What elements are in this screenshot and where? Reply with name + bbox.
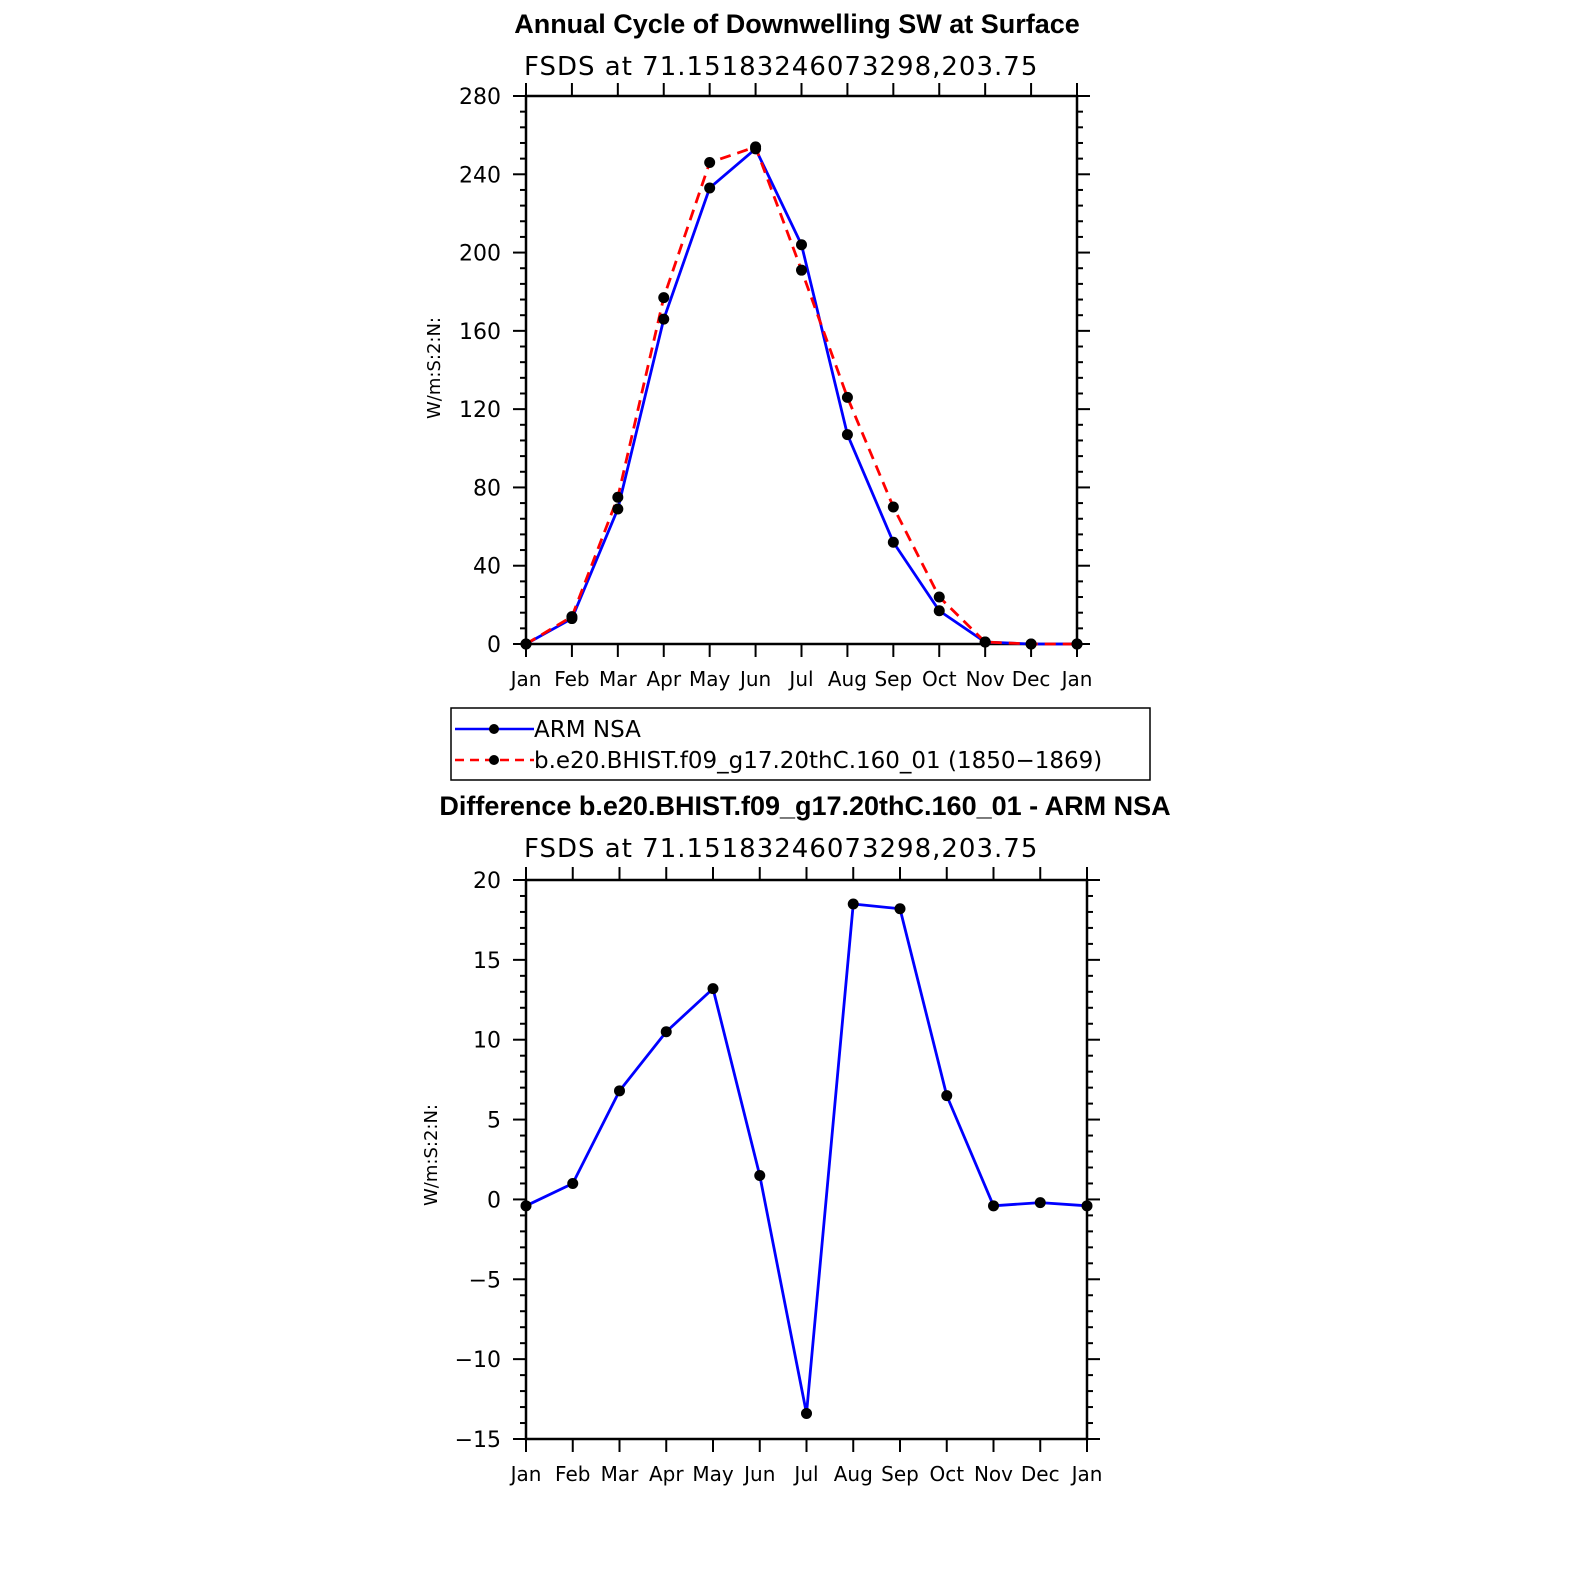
chart1-series-1-point — [1071, 638, 1083, 650]
chart1-plot-frame — [524, 94, 1079, 646]
chart1-series-1-point — [612, 491, 624, 503]
chart2-subtitle: FSDS at 71.15183246073298,203.75 — [524, 834, 1038, 864]
chart1-series-0-point — [796, 239, 807, 251]
chart2-series-0-point — [660, 1026, 672, 1038]
chart1-x-tick-label: Jan — [1060, 667, 1093, 691]
chart1-series-1-point — [658, 292, 670, 304]
chart1-series-0-point — [933, 605, 945, 617]
chart2-title: Difference b.e20.BHIST.f09_g17.20thC.160… — [439, 791, 1170, 821]
chart1-x-tick-label: Feb — [554, 667, 589, 691]
chart1-y-tick-label: 240 — [459, 163, 501, 188]
chart2-y-tick-label: −10 — [455, 1348, 501, 1373]
chart1-subtitle: FSDS at 71.15183246073298,203.75 — [524, 52, 1038, 82]
chart1-x-tick-label: Aug — [828, 667, 867, 691]
chart2-series-0-point — [567, 1177, 579, 1189]
chart2-series-0-point — [1034, 1197, 1046, 1209]
chart1-y-axis-label: W/m:S:2:N: — [424, 317, 445, 419]
chart2-series-0-point — [988, 1200, 999, 1212]
chart2-x-tick-label: May — [692, 1462, 734, 1486]
chart2-series-0-line — [525, 902, 1088, 1415]
chart1-series-1-point — [566, 611, 578, 623]
chart2-x-tick-label: Feb — [555, 1462, 590, 1486]
chart2-series-0-point — [941, 1090, 953, 1102]
chart1-y-tick-label: 120 — [459, 398, 501, 423]
chart1-y-tick-label: 200 — [459, 242, 501, 267]
chart2-y-tick-label: −5 — [469, 1268, 501, 1293]
chart2-y-tick-label: 0 — [487, 1188, 501, 1213]
chart2-x-tick-label: Mar — [601, 1462, 640, 1486]
chart2-x-tick-label: Dec — [1021, 1462, 1060, 1486]
chart1-x-tick-label: Sep — [874, 667, 912, 691]
chart1-series-0-point — [841, 429, 853, 441]
chart1-series-0-line — [525, 147, 1077, 646]
chart1-series-1-point — [796, 264, 807, 276]
chart1-series-1-point — [520, 638, 532, 650]
chart1-y-tick-label: 40 — [473, 555, 501, 580]
chart2-plot: −15 −10 −5 0 5 10 15 20 Jan Feb Mar Apr May Jun Jul Aug… — [455, 867, 1103, 1486]
chart1-x-tick-label: Apr — [646, 667, 681, 691]
legend-marker-arm-nsa — [489, 724, 499, 734]
chart1-plot: 0 40 80 120 160 200 240 280 Jan Feb Mar Apr May Jun Ju… — [459, 83, 1092, 691]
chart1-series-0-point — [887, 536, 899, 548]
chart2-x-tick-label: Aug — [834, 1462, 873, 1486]
chart1-series-0-point — [612, 503, 624, 515]
chart2-x-tick-label: Nov — [974, 1462, 1013, 1486]
chart1-x-tick-label: Nov — [966, 667, 1005, 691]
chart2-x-tick-label: Sep — [881, 1462, 919, 1486]
chart1-series-0-point — [658, 313, 670, 325]
legend-box — [450, 707, 1151, 781]
chart2-series-0-point — [707, 983, 719, 995]
chart2-y-tick-label: 5 — [487, 1109, 501, 1134]
chart1-series-1-point — [979, 636, 991, 648]
chart2-x-tick-label: Oct — [929, 1462, 964, 1486]
chart1-y-tick-label: 160 — [459, 320, 501, 345]
chart2-series-0-point — [1081, 1200, 1093, 1212]
chart1-x-tick-label: Dec — [1012, 667, 1051, 691]
chart1-series-1-point — [887, 501, 899, 513]
legend-label-model: b.e20.BHIST.f09_g17.20thC.160_01 (1850−1… — [534, 748, 1102, 774]
chart2-series-0-point — [754, 1169, 766, 1181]
chart2-series-0-point — [520, 1200, 532, 1212]
chart1-x-tick-label: Jan — [509, 667, 542, 691]
chart1-x-tick-label: Oct — [922, 667, 957, 691]
chart1-x-tick-label: May — [689, 667, 731, 691]
chart1-series-1-line — [525, 145, 1077, 646]
chart2-series-0-point — [847, 898, 859, 910]
chart2-x-tick-label: Jan — [509, 1462, 542, 1486]
chart1-series-1-point — [704, 157, 716, 169]
chart2-x-tick-label: Apr — [649, 1462, 684, 1486]
chart1-series-1-point — [841, 391, 853, 403]
chart2-series-0-point — [614, 1085, 625, 1097]
chart1-series-1-point — [933, 591, 945, 603]
chart1-y-tick-label: 80 — [473, 476, 501, 501]
chart1-x-tick-label: Jul — [787, 667, 813, 691]
chart2-plot-frame — [524, 878, 1089, 1441]
chart2-series-0-point — [894, 903, 906, 915]
chart2-y-tick-label: 20 — [473, 869, 501, 894]
chart1-series-0-point — [704, 182, 716, 194]
legend-label-arm-nsa: ARM NSA — [534, 717, 641, 743]
chart2-series-0-point — [801, 1407, 812, 1419]
chart2-x-tick-label: Jan — [1070, 1462, 1103, 1486]
chart1-series-1-point — [1025, 638, 1037, 650]
chart2-y-tick-label: −15 — [455, 1428, 501, 1453]
chart2-y-tick-label: 10 — [473, 1029, 501, 1054]
chart2-y-axis-label: W/m:S:2:N: — [421, 1104, 442, 1206]
chart1-series-1-point — [750, 141, 762, 153]
legend-marker-model — [489, 755, 499, 765]
chart1-y-tick-label: 280 — [459, 85, 501, 110]
chart2-x-tick-label: Jun — [742, 1462, 775, 1486]
chart1-x-tick-label: Jun — [738, 667, 771, 691]
chart1-title: Annual Cycle of Downwelling SW at Surfac… — [514, 9, 1080, 39]
chart1-x-tick-label: Mar — [599, 667, 638, 691]
chart1-y-tick-label: 0 — [487, 633, 501, 658]
chart2-x-tick-label: Jul — [792, 1462, 818, 1486]
chart2-y-tick-label: 15 — [473, 949, 501, 974]
legend: ARM NSA b.e20.BHIST.f09_g17.20thC.160_01… — [450, 707, 1151, 781]
